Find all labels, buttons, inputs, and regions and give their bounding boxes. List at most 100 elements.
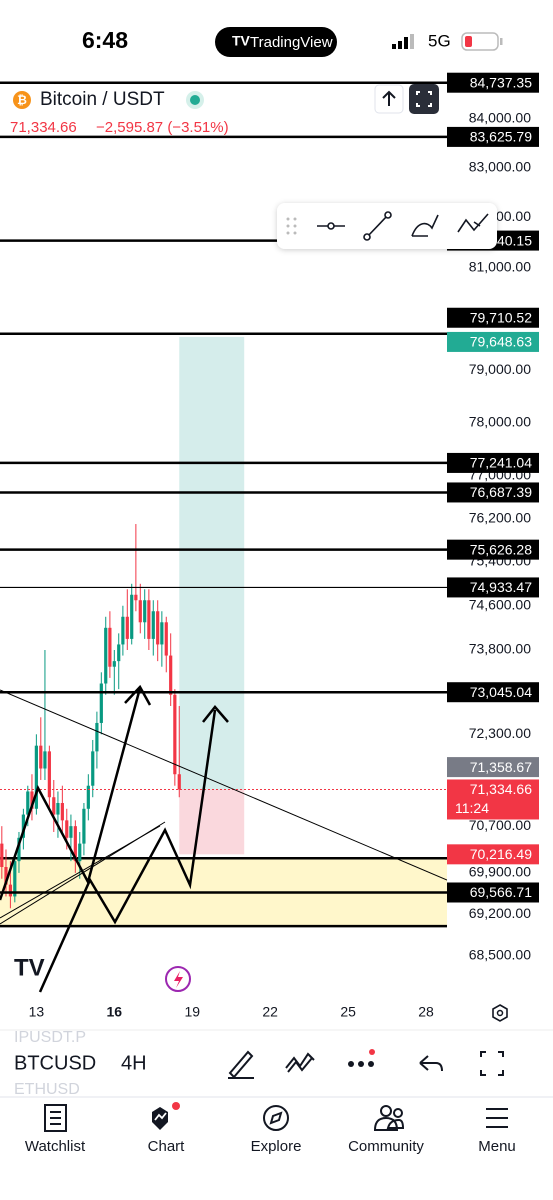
candle-body xyxy=(91,751,95,786)
candle-body xyxy=(117,644,121,662)
candle-body xyxy=(134,594,138,601)
more-button[interactable] xyxy=(348,1061,374,1067)
trend-line-tool[interactable] xyxy=(363,211,392,241)
nav-label[interactable]: Community xyxy=(348,1138,424,1155)
y-tick-label: 68,500.00 xyxy=(469,947,531,963)
candle-body xyxy=(13,861,17,897)
x-tick-label: 25 xyxy=(340,1004,356,1020)
candle-body xyxy=(52,797,56,815)
price-label-box xyxy=(447,482,539,503)
price-label: 77,241.04 xyxy=(470,455,532,471)
y-tick-label: 69,900.00 xyxy=(469,864,531,880)
x-tick-label: 22 xyxy=(262,1004,278,1020)
price-label-box xyxy=(447,779,539,820)
fullscreen-toggle[interactable] xyxy=(480,1051,504,1076)
community-icon[interactable] xyxy=(373,1116,405,1131)
candle-body xyxy=(173,694,177,775)
nav-label[interactable]: Watchlist xyxy=(25,1138,86,1155)
price-label: 71,334.66 xyxy=(470,781,532,797)
candle-body xyxy=(108,627,112,667)
next-symbol: ETHUSD xyxy=(14,1081,80,1098)
price-label-box xyxy=(447,331,539,352)
candle-body xyxy=(56,803,60,815)
nav-label[interactable]: Explore xyxy=(251,1138,302,1155)
symbol[interactable]: BTCUSD xyxy=(14,1052,96,1074)
candle-body xyxy=(34,745,38,809)
horizontal-line-tool[interactable] xyxy=(317,222,345,230)
y-tick-label: 74,600.00 xyxy=(469,596,531,612)
price-label-box xyxy=(447,452,539,473)
replay-button[interactable] xyxy=(165,966,191,992)
nav-label[interactable]: Menu xyxy=(478,1138,516,1155)
y-tick-label: 76,200.00 xyxy=(469,509,531,525)
x-tick-label: 19 xyxy=(184,1004,200,1020)
candle-body xyxy=(143,600,147,623)
candle-body xyxy=(169,655,173,695)
price-label: 83,625.79 xyxy=(470,129,532,145)
candle-body xyxy=(60,803,64,821)
draw-button[interactable] xyxy=(228,1050,254,1079)
tv-watermark: TV xyxy=(14,954,45,981)
last-price: 71,334.66 xyxy=(10,119,77,136)
candle-body xyxy=(73,826,77,862)
brush-tool[interactable] xyxy=(411,214,439,237)
candle-body xyxy=(65,820,69,838)
candle-body xyxy=(69,826,73,838)
y-tick-label: 83,000.00 xyxy=(469,158,531,174)
y-tick-label: 69,200.00 xyxy=(469,905,531,921)
candle-body xyxy=(160,622,164,645)
target-area xyxy=(179,336,245,790)
price-label-box xyxy=(447,882,539,903)
coin-glyph: ₿ xyxy=(17,93,27,107)
signal xyxy=(392,34,414,49)
x-tick-label: 28 xyxy=(418,1004,434,1020)
clock: 6:48 xyxy=(82,27,128,53)
candle-body xyxy=(164,622,168,656)
replay-icon xyxy=(174,971,183,988)
candle-body xyxy=(47,751,51,798)
settings-button[interactable] xyxy=(492,1004,508,1022)
symbol-title[interactable]: Bitcoin / USDT xyxy=(40,89,165,110)
candle-body xyxy=(151,611,155,639)
nav-label[interactable]: Chart xyxy=(148,1138,186,1155)
candle-body xyxy=(82,808,86,844)
fullscreen-button[interactable] xyxy=(409,84,439,114)
person-head xyxy=(380,1105,392,1117)
price-label: 79,710.52 xyxy=(470,309,532,325)
price-label: 76,687.39 xyxy=(470,484,532,500)
x-tick-label: 16 xyxy=(107,1004,123,1020)
price-label: 73,045.04 xyxy=(470,684,532,700)
candle-body xyxy=(17,837,21,862)
interval[interactable]: 4H xyxy=(121,1052,147,1074)
candle-body xyxy=(104,627,108,684)
y-tick-label: 78,000.00 xyxy=(469,413,531,429)
compass xyxy=(269,1111,283,1125)
price-change: −2,595.87 (−3.51%) xyxy=(96,119,229,136)
menu-icon[interactable] xyxy=(486,1108,508,1128)
price-label-box xyxy=(447,682,539,703)
candle-body xyxy=(39,745,43,769)
explore-icon[interactable] xyxy=(263,1105,289,1131)
candle-body xyxy=(86,785,90,809)
axis: 84,000.0083,000.0082,000.0081,000.0079,0… xyxy=(447,72,539,963)
chart-icon[interactable] xyxy=(152,1107,168,1130)
candle-body xyxy=(95,722,99,752)
price-label-box xyxy=(447,539,539,560)
price-label-box xyxy=(447,844,539,865)
app-name: TradingView xyxy=(250,34,333,51)
candle-body xyxy=(26,791,30,815)
notification-dot xyxy=(369,1049,375,1055)
chart-glyph xyxy=(154,1112,167,1121)
undo-button[interactable] xyxy=(419,1055,443,1072)
watchlist-icon[interactable] xyxy=(44,1104,67,1132)
price-label: 75,626.28 xyxy=(470,541,532,557)
price-label: 70,216.49 xyxy=(470,846,532,862)
indicators-button[interactable] xyxy=(285,1052,315,1073)
candle-body xyxy=(121,616,125,645)
y-tick-label: 84,000.00 xyxy=(469,109,531,125)
candle-body xyxy=(43,751,47,769)
up-icon xyxy=(382,90,396,106)
pattern-tool[interactable] xyxy=(457,213,489,233)
app-pill xyxy=(215,27,337,57)
person-head-2 xyxy=(393,1108,403,1118)
